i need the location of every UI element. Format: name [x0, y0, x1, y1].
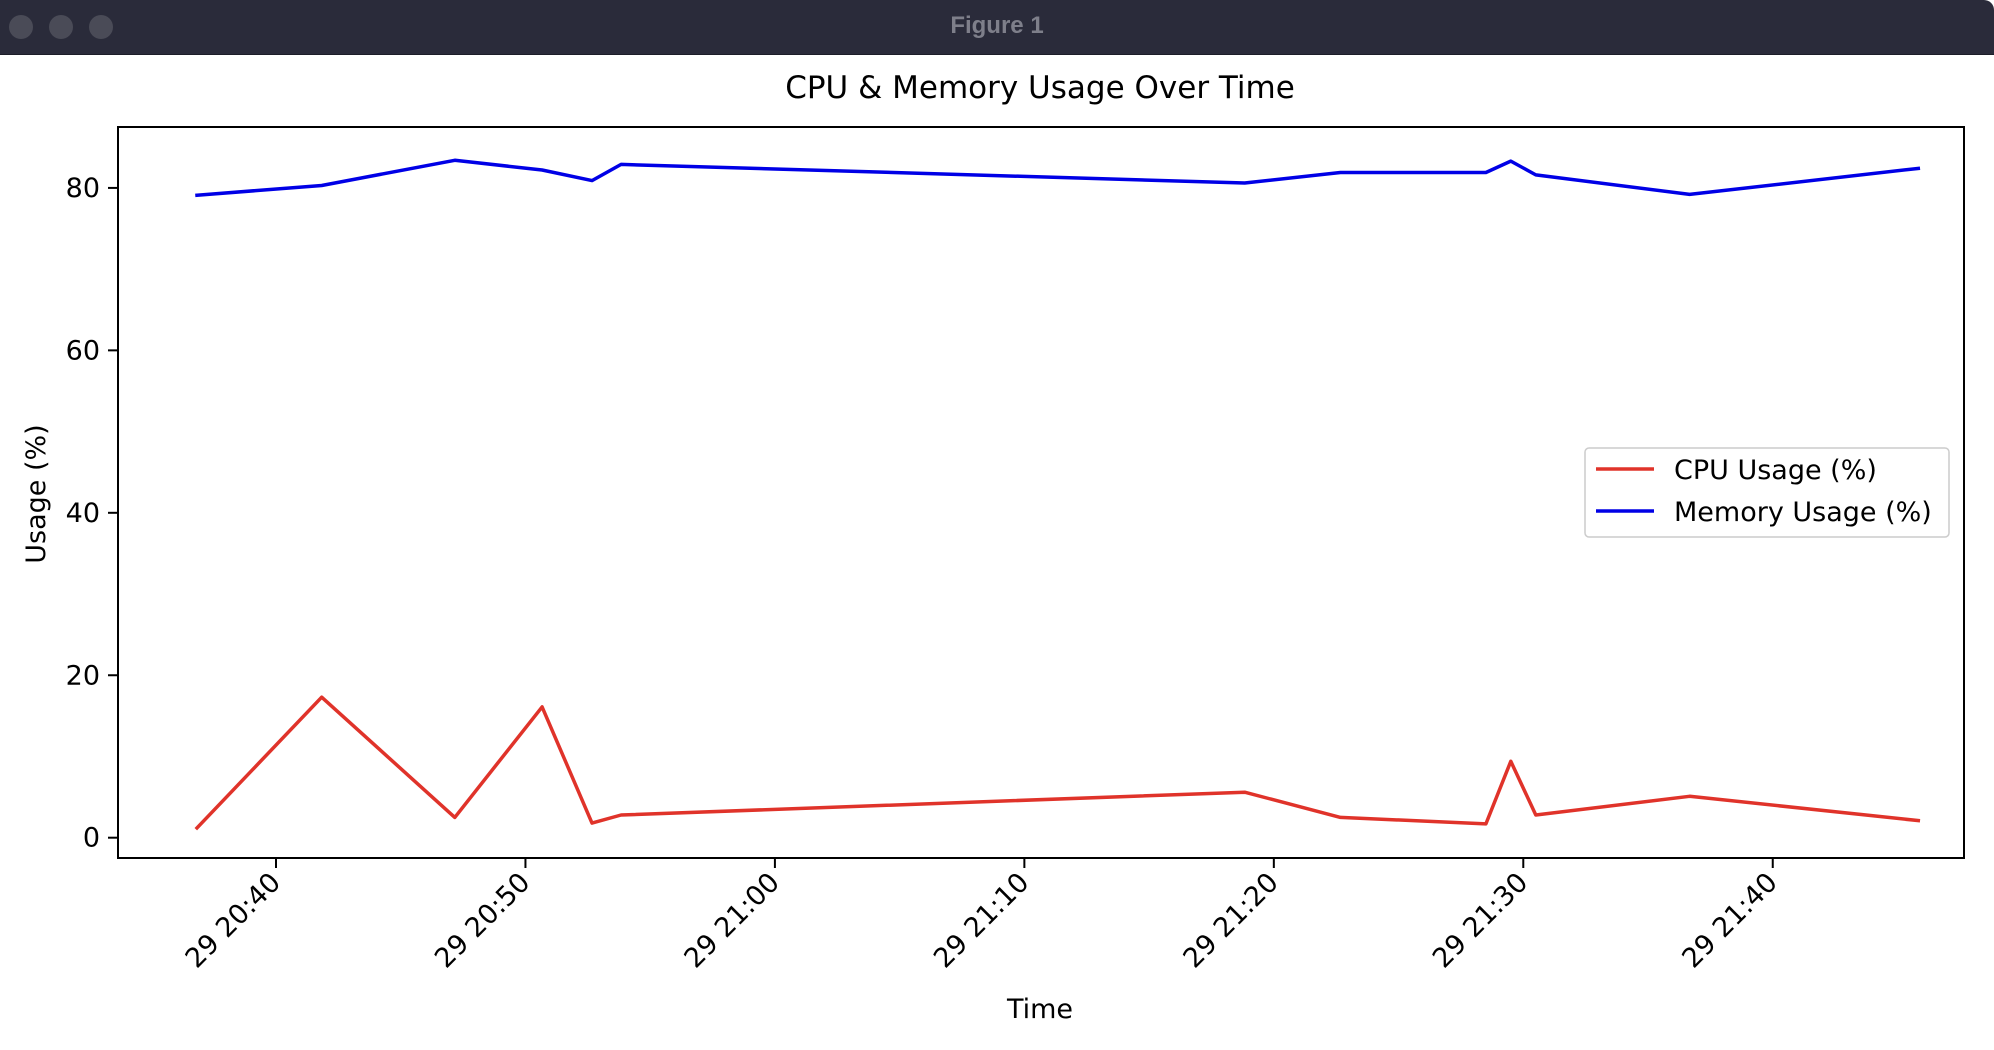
figure-canvas: CPU & Memory Usage Over Time Usage (%) T… — [0, 55, 1994, 1046]
x-tick-label: 29 21:00 — [679, 867, 786, 974]
minimize-window-button[interactable] — [49, 15, 73, 39]
window-titlebar[interactable]: Figure 1 — [0, 0, 1994, 55]
y-tick-label: 40 — [66, 498, 100, 529]
x-axis-label: Time — [1006, 994, 1073, 1025]
y-tick-label: 60 — [66, 335, 100, 366]
series-line-1 — [195, 158, 1921, 198]
chart-title: CPU & Memory Usage Over Time — [785, 70, 1295, 106]
x-axis-ticks: 29 20:40 29 20:50 29 21:00 29 21:10 29 21:20… — [180, 858, 1784, 974]
y-axis-ticks: 0 20 40 60 80 — [66, 173, 118, 854]
x-tick-label: 29 21:10 — [928, 867, 1035, 974]
legend-label-cpu: CPU Usage (%) — [1674, 455, 1877, 486]
legend: CPU Usage (%) Memory Usage (%) — [1584, 447, 1950, 538]
y-tick-label: 20 — [66, 660, 100, 691]
plot-frame — [117, 126, 1965, 859]
zoom-window-button[interactable] — [89, 15, 113, 39]
x-tick-label: 29 21:30 — [1427, 867, 1534, 974]
y-tick-label: 80 — [66, 173, 100, 204]
legend-box — [1584, 447, 1950, 538]
window-title: Figure 1 — [950, 12, 1044, 39]
close-window-button[interactable] — [9, 15, 33, 39]
line-chart: CPU & Memory Usage Over Time Usage (%) T… — [21, 70, 1965, 1025]
x-tick-label: 29 21:40 — [1676, 867, 1783, 974]
legend-label-memory: Memory Usage (%) — [1674, 497, 1932, 528]
series-layer — [194, 158, 1921, 831]
y-axis-label: Usage (%) — [21, 424, 52, 563]
x-tick-label: 29 20:40 — [180, 867, 287, 974]
x-tick-label: 29 21:20 — [1177, 867, 1284, 974]
series-line-0 — [194, 695, 1921, 831]
x-tick-label: 29 20:50 — [429, 867, 536, 974]
y-tick-label: 0 — [83, 823, 100, 854]
